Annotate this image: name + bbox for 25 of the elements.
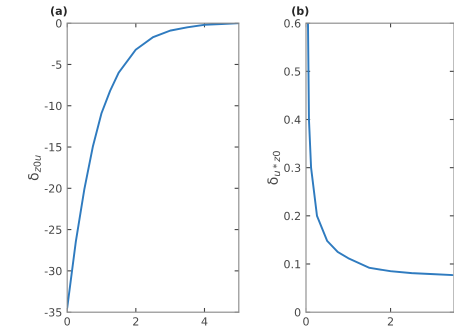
y-tick-label: -20 (44, 184, 62, 193)
chart-title: (a) (50, 6, 67, 16)
y-tick-label: -25 (44, 226, 62, 234)
y-axis-title: δ$_{u*z0}$ (267, 151, 280, 184)
y-tick-label: 0.3 (284, 164, 300, 172)
y-tick-label: -15 (44, 143, 62, 152)
y-tick-label: 0.1 (284, 260, 300, 268)
x-tick-label: 0 (64, 317, 70, 326)
y-tick-label: 0 (294, 308, 300, 317)
y-tick-label: -30 (44, 266, 62, 276)
y-tick-label: -10 (44, 102, 62, 110)
x-tick-label: 2 (133, 317, 138, 326)
x-tick-label: 2 (388, 317, 393, 326)
x-tick-label: 0 (303, 317, 309, 326)
y-tick-label: 0 (56, 19, 62, 28)
y-tick-label: 0.6 (284, 19, 300, 28)
y-tick-label: 0.2 (284, 212, 300, 220)
chart-title: (b) (292, 6, 308, 16)
x-tick-label: 4 (201, 317, 208, 326)
line-series (67, 23, 239, 309)
y-axis-title: δ$_{z0u}$ (28, 155, 41, 180)
y-tick-label: -5 (52, 60, 62, 69)
y-tick-label: 0.4 (284, 115, 301, 124)
y-tick-label: -35 (44, 308, 62, 317)
y-tick-label: 0.5 (284, 67, 300, 76)
